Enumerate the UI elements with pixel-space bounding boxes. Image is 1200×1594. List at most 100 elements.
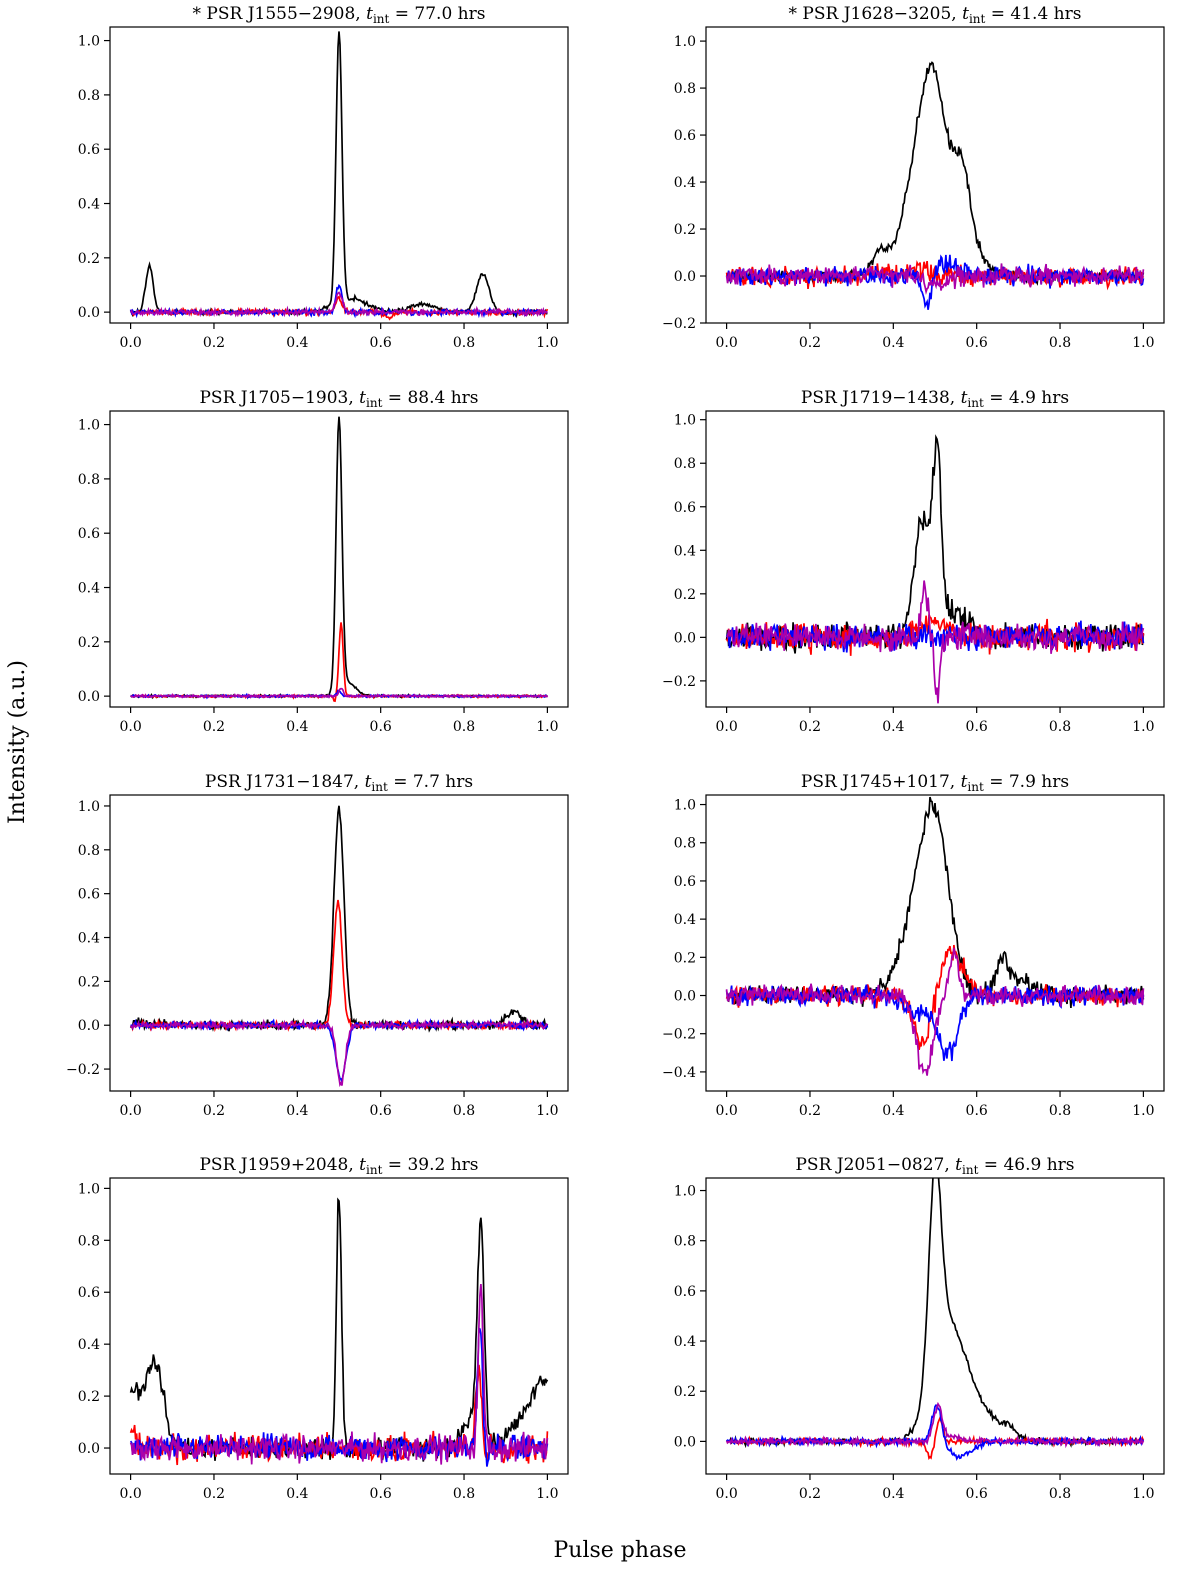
- x-tick-label: 0.4: [882, 1486, 904, 1502]
- chart-title-int-subscript: int: [371, 780, 388, 794]
- x-tick-label: 0.8: [1049, 1486, 1071, 1502]
- y-tick-label: 0.6: [674, 874, 696, 890]
- chart-title-t-symbol: t: [359, 1155, 366, 1175]
- x-tick-label: 1.0: [536, 335, 558, 351]
- y-tick-label: 0.0: [78, 1018, 100, 1034]
- x-tick-label: 1.0: [1132, 1486, 1154, 1502]
- y-tick-label: 0.8: [674, 1234, 696, 1250]
- x-tick-label: 1.0: [1132, 1103, 1154, 1119]
- y-tick-label: 0.0: [78, 1441, 100, 1457]
- chart-title-t-symbol: t: [962, 4, 969, 24]
- y-tick-label: 1.0: [78, 418, 100, 434]
- chart-title-source: PSR J2051−0827,: [795, 1155, 955, 1175]
- x-axis-label: Pulse phase: [554, 1538, 687, 1563]
- y-tick-label: 0.2: [674, 1384, 696, 1400]
- x-tick-label: 0.8: [453, 1103, 475, 1119]
- chart-panel-4: PSR J1719−1438, tint = 4.9 hrs 0.0 0.2 0.4 0…: [662, 388, 1165, 735]
- y-tick-label: 0.2: [78, 635, 100, 651]
- chart-title-t-symbol: t: [359, 388, 366, 408]
- x-tick-label: 0.2: [799, 335, 821, 351]
- chart-panel-1: * PSR J1555−2908, tint = 77.0 hrs 0.0 0.2 0…: [78, 4, 569, 351]
- series-line-pa: [725, 580, 1145, 704]
- series-line-circular: [726, 254, 1145, 310]
- chart-title-value: = 46.9 hrs: [978, 1155, 1074, 1175]
- y-tick-label: 1.0: [674, 1184, 696, 1200]
- x-tick-label: 0.0: [119, 1486, 141, 1502]
- chart-panel-7: PSR J1959+2048, tint = 39.2 hrs 0.0 0.2 0.4…: [78, 1155, 569, 1502]
- y-tick-label: 0.6: [78, 526, 100, 542]
- y-tick-label: 0.0: [674, 989, 696, 1005]
- chart-title-source: * PSR J1628−3205,: [789, 4, 963, 24]
- chart-title-int-subscript: int: [969, 12, 986, 26]
- x-tick-label: 1.0: [536, 1103, 558, 1119]
- y-tick-label: 0.6: [78, 1285, 100, 1301]
- y-tick-label: 0.8: [674, 81, 696, 97]
- chart-panel-6: PSR J1745+1017, tint = 7.9 hrs 0.0 0.2 0.4 0…: [662, 772, 1165, 1119]
- x-tick-label: 0.2: [203, 719, 225, 735]
- x-tick-label: 0.2: [203, 1486, 225, 1502]
- chart-title-source: PSR J1731−1847,: [205, 772, 365, 792]
- y-tick-label: 0.0: [78, 305, 100, 321]
- chart-title-source: PSR J1959+2048,: [199, 1155, 359, 1175]
- x-tick-label: 1.0: [1132, 719, 1154, 735]
- y-tick-label: 0.8: [78, 472, 100, 488]
- x-tick-label: 1.0: [1132, 335, 1154, 351]
- chart-title-int-subscript: int: [366, 396, 383, 410]
- chart-title: PSR J1719−1438, tint = 4.9 hrs: [801, 388, 1069, 410]
- y-tick-label: −0.2: [662, 674, 696, 690]
- series-line-pa: [129, 291, 549, 319]
- chart-panel-5: PSR J1731−1847, tint = 7.7 hrs 0.0 0.2 0.4 0…: [66, 772, 569, 1119]
- plot-frame: [109, 794, 569, 1092]
- y-tick-label: 0.4: [674, 543, 696, 559]
- x-tick-label: 0.6: [370, 1486, 392, 1502]
- y-tick-label: 0.4: [78, 1337, 100, 1353]
- plot-frame: [109, 1177, 569, 1475]
- series-line-total: [725, 1178, 1145, 1449]
- y-tick-label: 0.2: [674, 222, 696, 238]
- series-line-total: [129, 805, 549, 1033]
- x-tick-label: 1.0: [536, 1486, 558, 1502]
- y-axis-label: Intensity (a.u.): [5, 660, 30, 824]
- chart-title-value: = 39.2 hrs: [382, 1155, 478, 1175]
- y-tick-label: 0.4: [674, 1334, 696, 1350]
- plot-frame: [705, 1177, 1165, 1475]
- y-tick-label: 0.6: [674, 128, 696, 144]
- x-tick-label: 0.0: [119, 719, 141, 735]
- x-tick-label: 0.0: [715, 1103, 737, 1119]
- x-tick-label: 0.8: [1049, 719, 1071, 735]
- chart-title-int-subscript: int: [366, 1163, 383, 1177]
- series-line-pa: [725, 947, 1145, 1076]
- y-tick-label: 0.6: [674, 1284, 696, 1300]
- chart-title-source: PSR J1705−1903,: [199, 388, 359, 408]
- chart-title-t-symbol: t: [366, 4, 373, 24]
- x-tick-label: 0.6: [966, 719, 988, 735]
- x-tick-label: 0.2: [799, 719, 821, 735]
- y-tick-label: 0.8: [674, 456, 696, 472]
- series-line-linear: [130, 295, 549, 321]
- y-tick-label: 0.8: [78, 88, 100, 104]
- y-tick-label: 0.2: [674, 587, 696, 603]
- y-tick-label: 1.0: [78, 34, 100, 50]
- chart-title-value: = 4.9 hrs: [984, 388, 1069, 408]
- x-tick-label: 0.0: [715, 719, 737, 735]
- y-tick-label: 0.6: [78, 142, 100, 158]
- y-tick-label: 0.2: [78, 1389, 100, 1405]
- series-line-total: [129, 31, 548, 319]
- y-tick-label: 0.8: [674, 836, 696, 852]
- y-tick-label: −0.2: [66, 1062, 100, 1078]
- chart-title: PSR J2051−0827, tint = 46.9 hrs: [795, 1155, 1074, 1177]
- y-tick-label: −0.4: [662, 1065, 696, 1081]
- chart-title-int-subscript: int: [967, 780, 984, 794]
- x-tick-label: 0.6: [370, 719, 392, 735]
- chart-panel-2: * PSR J1628−3205, tint = 41.4 hrs 0.0 0.2 0…: [662, 4, 1165, 351]
- y-tick-label: 0.6: [78, 887, 100, 903]
- x-tick-label: 0.2: [203, 1103, 225, 1119]
- chart-title: * PSR J1628−3205, tint = 41.4 hrs: [789, 4, 1082, 26]
- chart-title: PSR J1731−1847, tint = 7.7 hrs: [205, 772, 473, 794]
- x-tick-label: 0.8: [453, 335, 475, 351]
- chart-title-source: * PSR J1555−2908,: [193, 4, 367, 24]
- x-tick-label: 0.0: [119, 1103, 141, 1119]
- x-tick-label: 0.8: [1049, 335, 1071, 351]
